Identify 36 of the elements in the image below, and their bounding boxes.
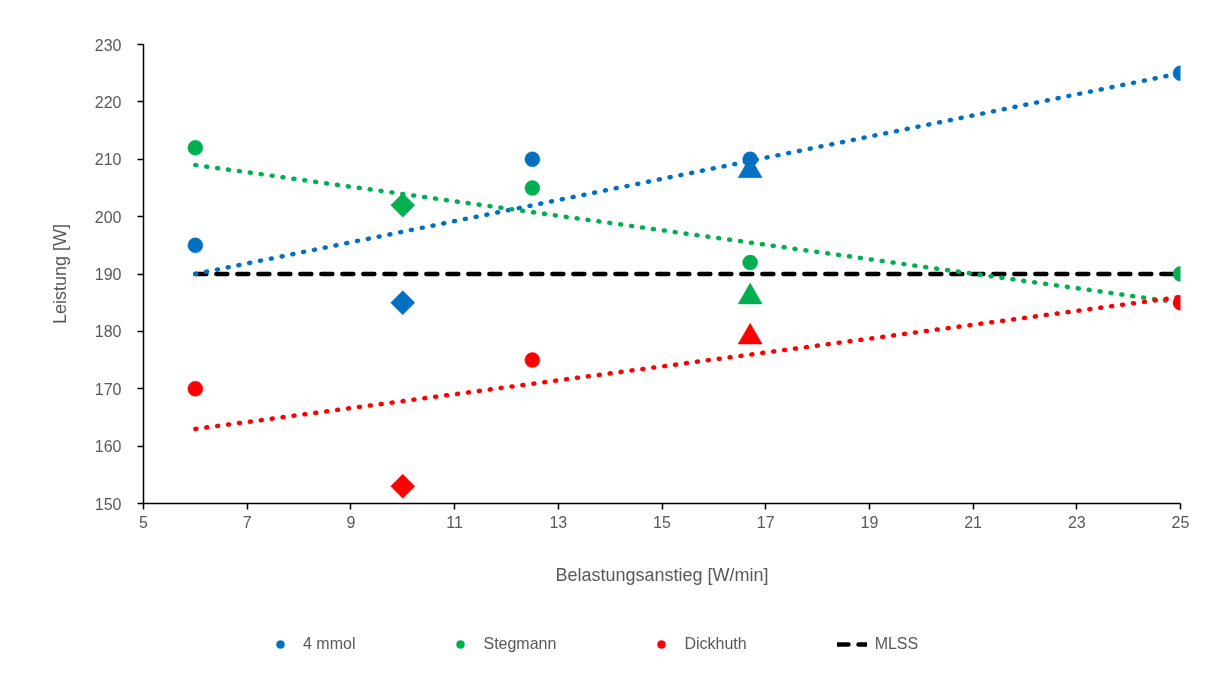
y-tick-label: 200 bbox=[94, 208, 122, 226]
y-tick-label: 160 bbox=[94, 438, 122, 456]
x-tick-label: 13 bbox=[549, 513, 568, 531]
x-tick-label: 25 bbox=[1171, 513, 1190, 531]
y-tick-label: 170 bbox=[94, 380, 122, 398]
x-tick-label: 5 bbox=[139, 513, 149, 531]
x-tick-label: 15 bbox=[653, 513, 671, 531]
legend-label: MLSS bbox=[874, 634, 919, 654]
point bbox=[187, 237, 204, 254]
legend-label: 4 mmol bbox=[303, 634, 356, 654]
x-tick-label: 19 bbox=[860, 513, 879, 531]
x-tick-label: 21 bbox=[964, 513, 983, 531]
point bbox=[390, 474, 416, 499]
y-tick-label: 220 bbox=[94, 93, 122, 111]
y-axis-title: Leistung [W] bbox=[49, 223, 70, 325]
point bbox=[390, 192, 416, 218]
point bbox=[524, 352, 541, 368]
x-tick-label: 9 bbox=[346, 513, 356, 531]
legend-label: Dickhuth bbox=[684, 634, 747, 654]
point bbox=[742, 254, 758, 271]
y-tick-label: 180 bbox=[94, 323, 122, 341]
x-axis-title: Belastungsanstieg [W/min] bbox=[555, 564, 769, 585]
point bbox=[187, 381, 204, 397]
point bbox=[390, 290, 416, 315]
y-tick-label: 190 bbox=[94, 266, 122, 283]
x-tick-label: 7 bbox=[242, 513, 252, 531]
point bbox=[524, 151, 541, 167]
y-tick-label: 150 bbox=[94, 495, 122, 513]
legend-label: Stegmann bbox=[483, 634, 557, 654]
y-tick-label: 230 bbox=[94, 36, 122, 54]
x-tick-label: 23 bbox=[1067, 513, 1086, 531]
x-tick-label: 11 bbox=[446, 513, 464, 531]
y-tick-label: 210 bbox=[94, 151, 122, 169]
x-tick-label: 17 bbox=[756, 513, 775, 531]
point bbox=[187, 140, 204, 156]
point bbox=[524, 180, 541, 196]
